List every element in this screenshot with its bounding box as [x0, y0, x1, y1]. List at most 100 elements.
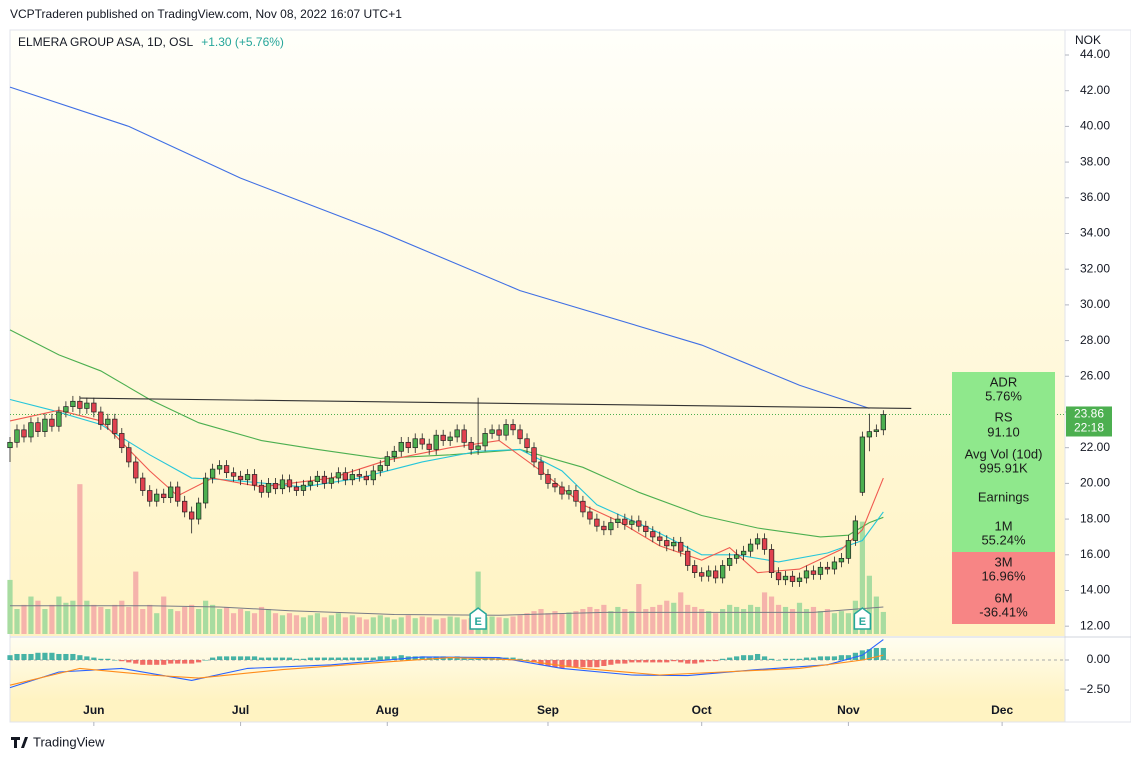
candle-body [7, 441, 13, 449]
macd-histogram-bar [56, 653, 62, 660]
macd-histogram-bar [230, 656, 237, 660]
stat-label: 3M [994, 554, 1012, 569]
macd-histogram-bar [391, 656, 397, 660]
candle-body [657, 536, 663, 541]
volume-bar [321, 617, 328, 634]
macd-histogram-bar [258, 657, 265, 660]
candle-body [384, 456, 390, 466]
macd-histogram-bar [692, 659, 698, 664]
volume-bar [426, 617, 432, 634]
candle-body [880, 414, 886, 431]
candle-body [77, 400, 83, 409]
volume-bar [14, 609, 20, 634]
volume-bar [293, 615, 300, 634]
candle-body [370, 470, 376, 481]
stat-value: -36.41% [979, 604, 1028, 619]
volume-bar [140, 609, 146, 634]
macd-line [9, 654, 884, 686]
overlay-line [79, 397, 912, 409]
macd-histogram-bar [251, 656, 258, 660]
candle-body [643, 525, 649, 532]
volume-bar [650, 606, 656, 634]
volume-bar [559, 614, 565, 634]
y-tick-label: 28.00 [1080, 333, 1110, 347]
candle-body [468, 441, 474, 450]
macd-histogram-bar [768, 658, 775, 660]
candle-body [545, 474, 551, 484]
volume-bar [768, 596, 775, 634]
macd-histogram-bar [91, 657, 97, 660]
candle-body [866, 431, 873, 438]
macd-histogram-bar [286, 657, 293, 660]
candle-body [761, 538, 768, 550]
x-tick-label: Jun [83, 703, 104, 717]
x-tick-label: Aug [376, 703, 399, 717]
volume-bar [28, 596, 34, 634]
macd-histogram-bar [112, 659, 118, 661]
candle-body [838, 558, 845, 563]
earnings-marker [853, 607, 872, 630]
volume-bar [175, 611, 181, 634]
y-tick-label: 40.00 [1080, 119, 1110, 133]
macd-histogram-bar [335, 657, 341, 660]
volume-bar [545, 613, 551, 634]
volume-bar [419, 616, 425, 634]
macd-histogram-bar [49, 652, 55, 660]
candle-body [349, 474, 356, 481]
candle-body [615, 518, 621, 524]
volume-bar [126, 606, 132, 634]
macd-histogram-bar [852, 652, 858, 660]
macd-histogram-bar [133, 659, 139, 664]
macd-histogram-bar [140, 659, 146, 665]
macd-histogram-bar [461, 657, 467, 660]
candle-body [775, 572, 782, 581]
macd-histogram-bar [84, 656, 90, 660]
volume-bar [831, 613, 838, 634]
macd-histogram-bar [713, 659, 719, 662]
macd-histogram-bar [342, 657, 348, 660]
macd-histogram-bar [824, 656, 831, 660]
volume-bar [796, 602, 803, 634]
price-change: +1.30 (+5.76%) [201, 35, 284, 49]
macd-histogram-bar [223, 656, 230, 660]
candle-body [559, 486, 565, 495]
last-price-label: 23.86 [1074, 407, 1104, 421]
candle-body [496, 429, 502, 436]
candle-body [265, 483, 272, 493]
candle-body [789, 575, 796, 582]
legend: ELMERA GROUP ASA, 1D, OSL +1.30 (+5.76%) [18, 35, 284, 49]
earnings-label: E [474, 616, 481, 628]
candle-body [489, 429, 495, 434]
stat-value: 5.76% [985, 388, 1022, 403]
volume-bar [678, 592, 684, 634]
candle-body [216, 465, 223, 470]
candle-body [461, 429, 467, 443]
candle-body [209, 468, 216, 479]
candle-body [293, 486, 300, 491]
candle-body [154, 493, 160, 502]
volume-bar [237, 609, 244, 634]
volume-bar [70, 600, 76, 634]
volume-bar [272, 613, 279, 634]
macd-histogram-bar [147, 659, 153, 665]
candle-body [859, 436, 866, 493]
macd-histogram-bar [307, 657, 314, 660]
macd-histogram-bar [175, 659, 181, 664]
candle-body [161, 493, 167, 499]
macd-histogram-bar [14, 653, 20, 660]
candle-body [105, 418, 111, 425]
volume-bar [98, 606, 104, 634]
candle-body [782, 575, 789, 581]
candle-body [49, 418, 55, 427]
macd-histogram-bar [105, 658, 111, 660]
macd-histogram-bar [279, 657, 286, 660]
candle-body [189, 511, 195, 520]
candle-body [810, 570, 817, 575]
volume-bar [503, 618, 509, 634]
frame [9, 29, 1131, 723]
macd-histogram-bar [210, 657, 216, 660]
volume-bar [258, 606, 265, 634]
candle-body [803, 570, 810, 579]
macd-histogram-bar [817, 656, 824, 660]
